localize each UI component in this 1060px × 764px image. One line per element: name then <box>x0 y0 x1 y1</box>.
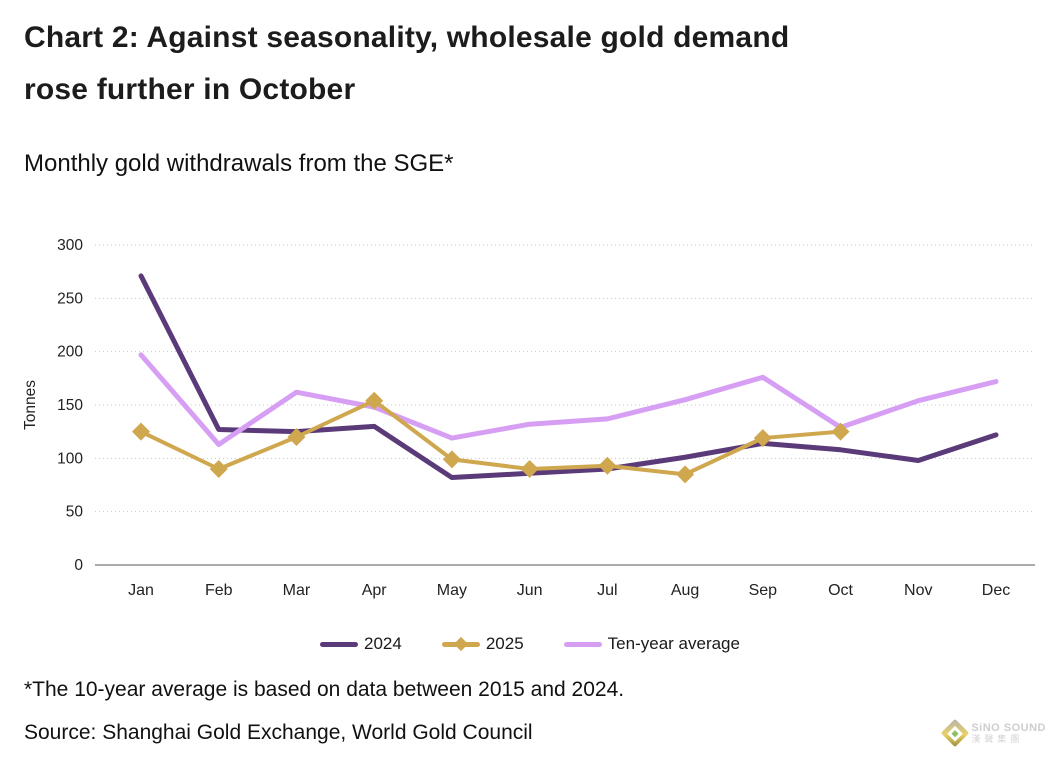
marker-2025-oct <box>831 422 850 441</box>
y-tick-50: 50 <box>66 504 84 521</box>
legend-label-ten-year-average: Ten-year average <box>607 634 740 653</box>
x-tick-apr: Apr <box>362 582 388 599</box>
x-tick-mar: Mar <box>283 582 311 599</box>
x-tick-may: May <box>437 582 467 599</box>
marker-2025-sep <box>753 429 772 448</box>
marker-2025-apr <box>365 391 384 410</box>
legend-label-2025: 2025 <box>485 634 524 653</box>
x-tick-sep: Sep <box>749 582 778 599</box>
legend-label-2024: 2024 <box>364 634 402 653</box>
y-tick-150: 150 <box>57 397 83 414</box>
legend-swatch-ten-year-average <box>563 641 602 647</box>
marker-2025-jul <box>598 456 617 475</box>
source-text: Source: Shanghai Gold Exchange, World Go… <box>24 721 533 744</box>
source-row: Source: Shanghai Gold Exchange, World Go… <box>24 718 1046 748</box>
x-tick-oct: Oct <box>828 582 853 599</box>
marker-2025-aug <box>676 465 695 484</box>
series-line-2025 <box>139 398 843 477</box>
footnote: *The 10-year average is based on data be… <box>24 678 625 701</box>
legend-diamond-icon <box>453 636 468 651</box>
page-title: Chart 2: Against seasonality, wholesale … <box>24 12 1024 116</box>
logo-subtext: 漢聲集團 <box>971 734 1024 745</box>
marker-2025-jan <box>132 422 150 441</box>
sino-sound-diamond-icon <box>941 718 970 748</box>
sino-sound-logo: SiNO SOUND 漢聲集團 <box>941 718 1046 748</box>
legend-item-2025: 2025 <box>441 634 524 654</box>
x-tick-dec: Dec <box>982 582 1010 599</box>
marker-2025-feb <box>209 460 228 478</box>
marker-2025-mar <box>287 428 306 446</box>
marker-2025-may <box>442 450 461 469</box>
legend: 2024 2025 Ten-year average <box>0 629 1060 659</box>
x-tick-nov: Nov <box>904 582 932 599</box>
legend-item-ten-year-average: Ten-year average <box>563 634 740 654</box>
series-line-2024 <box>138 273 999 481</box>
line-chart: 0 50 100 150 200 250 300 Tonnes Jan Feb Mar Apr May J… <box>20 223 1050 615</box>
line-chart-svg: 0 50 100 150 200 250 300 Tonnes Jan Feb Mar Apr May J… <box>22 237 1035 599</box>
y-tick-200: 200 <box>57 344 83 361</box>
marker-2025-jun <box>520 460 539 478</box>
page-title-line1: Chart 2: Against seasonality, wholesale … <box>24 21 790 54</box>
logo-name: SiNO SOUND <box>971 721 1046 734</box>
y-tick-300: 300 <box>57 237 83 254</box>
y-tick-250: 250 <box>57 290 83 307</box>
y-axis-label: Tonnes <box>22 380 39 430</box>
x-tick-aug: Aug <box>671 582 699 599</box>
x-tick-jun: Jun <box>517 582 543 599</box>
x-tick-jan: Jan <box>128 582 154 599</box>
series-line-ten-year-average <box>138 352 999 447</box>
legend-swatch-2024 <box>320 641 359 647</box>
chart-subtitle: Monthly gold withdrawals from the SGE* <box>24 150 454 177</box>
y-tick-100: 100 <box>57 450 83 467</box>
x-tick-feb: Feb <box>205 582 233 599</box>
page-title-line2: rose further in October <box>24 73 356 106</box>
x-tick-jul: Jul <box>597 582 617 599</box>
legend-item-2024: 2024 <box>320 634 402 654</box>
legend-swatch-2025 <box>441 636 480 651</box>
y-tick-0: 0 <box>74 557 83 574</box>
